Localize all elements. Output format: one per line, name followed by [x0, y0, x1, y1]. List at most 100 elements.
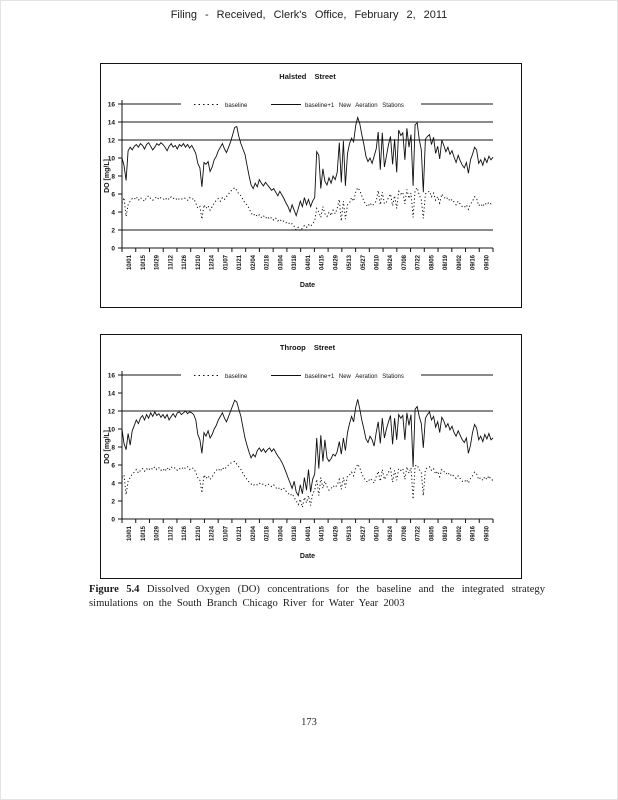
- figure-caption: Figure 5.4 Dissolved Oxygen (DO) concent…: [89, 583, 545, 611]
- svg-text:05/27: 05/27: [361, 525, 367, 541]
- legend: baseline baseline+1 New Aeration Stations: [181, 367, 421, 383]
- svg-text:6: 6: [111, 462, 115, 469]
- svg-text:01/21: 01/21: [237, 254, 243, 270]
- svg-text:02/18: 02/18: [265, 525, 271, 541]
- throop-street-chart: Throop Street 0 2 4 6 8 10 12 14 16 DO [mg/L] 10/01…: [100, 334, 522, 579]
- svg-text:02/18: 02/18: [265, 254, 271, 270]
- svg-text:11/26: 11/26: [182, 254, 188, 269]
- svg-text:01/07: 01/07: [223, 254, 229, 270]
- svg-text:16: 16: [108, 101, 116, 108]
- svg-text:4: 4: [111, 209, 115, 216]
- svg-text:07/08: 07/08: [402, 525, 408, 541]
- figure-caption-text: Dissolved Oxygen (DO) concentrations for…: [89, 584, 545, 609]
- svg-text:2: 2: [111, 227, 115, 234]
- chart-title: Throop Street: [280, 343, 336, 352]
- svg-text:8: 8: [111, 173, 115, 180]
- svg-text:baseline: baseline: [225, 103, 248, 109]
- svg-text:baseline: baseline: [225, 374, 248, 380]
- svg-text:02/04: 02/04: [251, 254, 257, 270]
- x-axis-label: Date: [300, 553, 315, 560]
- svg-text:09/16: 09/16: [471, 525, 477, 541]
- svg-text:12/10: 12/10: [196, 525, 202, 541]
- svg-text:03/18: 03/18: [292, 254, 298, 270]
- axes: [121, 371, 493, 520]
- svg-text:07/22: 07/22: [416, 254, 422, 270]
- svg-text:0: 0: [111, 245, 115, 252]
- svg-text:07/08: 07/08: [402, 254, 408, 270]
- svg-text:05/27: 05/27: [361, 254, 367, 270]
- svg-text:10/01: 10/01: [127, 254, 133, 270]
- svg-text:06/10: 06/10: [375, 254, 381, 270]
- chart-canvas: Halsted Street 0 2 4 6 8 10 12 14 16 DO [mg/L] 10/0…: [104, 72, 494, 289]
- y-axis-ticks: 0 2 4 6 8 10 12 14 16: [108, 101, 122, 252]
- svg-text:03/04: 03/04: [278, 525, 284, 541]
- svg-text:06/24: 06/24: [388, 525, 394, 541]
- axes: [121, 100, 493, 249]
- halsted-street-chart: Halsted Street 0 2 4 6 8 10 12 14 16 DO [mg/L] 10/0…: [100, 63, 522, 308]
- svg-text:08/19: 08/19: [443, 254, 449, 270]
- svg-text:baseline+1 New Aeration Sta: baseline+1 New Aeration Stations: [305, 374, 404, 380]
- svg-text:08/05: 08/05: [429, 525, 435, 541]
- svg-text:2: 2: [111, 498, 115, 505]
- legend: baseline baseline+1 New Aeration Stations: [181, 96, 421, 112]
- svg-text:09/30: 09/30: [484, 254, 490, 270]
- svg-text:08/05: 08/05: [429, 254, 435, 270]
- series-baseline: [121, 186, 494, 232]
- svg-text:12/24: 12/24: [210, 525, 216, 541]
- figure-caption-label: Figure 5.4: [89, 584, 140, 595]
- svg-text:07/22: 07/22: [416, 525, 422, 541]
- y-axis-label: DO [mg/L]: [104, 430, 111, 464]
- svg-text:01/07: 01/07: [223, 525, 229, 541]
- svg-text:16: 16: [108, 372, 116, 379]
- svg-text:04/01: 04/01: [306, 525, 312, 541]
- svg-text:09/02: 09/02: [457, 525, 463, 541]
- svg-text:baseline+1 New Aeration Sta: baseline+1 New Aeration Stations: [305, 103, 404, 109]
- svg-text:10: 10: [108, 426, 116, 433]
- series-baseline-plus-aeration: [121, 399, 494, 497]
- svg-text:05/13: 05/13: [347, 525, 353, 541]
- svg-text:12/24: 12/24: [210, 254, 216, 270]
- svg-text:4: 4: [111, 480, 115, 487]
- svg-text:10/01: 10/01: [127, 525, 133, 541]
- svg-text:10/29: 10/29: [155, 525, 161, 541]
- svg-text:10/15: 10/15: [141, 525, 147, 541]
- svg-text:09/30: 09/30: [484, 525, 490, 541]
- series-baseline: [121, 460, 494, 508]
- svg-text:06/24: 06/24: [388, 254, 394, 270]
- svg-text:14: 14: [108, 390, 116, 397]
- chart-title: Halsted Street: [279, 72, 336, 81]
- svg-text:11/12: 11/12: [168, 525, 174, 540]
- filing-stamp-header: Filing - Received, Clerk's Office, Febru…: [170, 9, 448, 21]
- chart-canvas: Throop Street 0 2 4 6 8 10 12 14 16 DO [mg/L] 10/01…: [104, 343, 494, 560]
- x-axis-ticks: 10/01 10/15 10/29 11/12 11/26 12/10 12/24 01/07…: [121, 248, 494, 270]
- series-baseline-plus-aeration: [121, 115, 494, 218]
- x-axis-ticks: 10/01 10/15 10/29 11/12 11/26 12/10 12/24 01/07…: [121, 519, 494, 541]
- svg-text:0: 0: [111, 516, 115, 523]
- x-axis-label: Date: [300, 282, 315, 289]
- svg-text:10/15: 10/15: [141, 254, 147, 270]
- svg-text:10: 10: [108, 155, 116, 162]
- svg-text:04/29: 04/29: [333, 254, 339, 270]
- svg-text:8: 8: [111, 444, 115, 451]
- svg-text:04/15: 04/15: [320, 525, 326, 541]
- svg-text:12: 12: [108, 137, 116, 144]
- svg-text:09/16: 09/16: [471, 254, 477, 270]
- svg-text:11/26: 11/26: [182, 525, 188, 540]
- svg-text:06/10: 06/10: [375, 525, 381, 541]
- svg-text:11/12: 11/12: [168, 254, 174, 269]
- svg-text:05/13: 05/13: [347, 254, 353, 270]
- svg-text:12: 12: [108, 408, 116, 415]
- svg-text:03/18: 03/18: [292, 525, 298, 541]
- svg-text:02/04: 02/04: [251, 525, 257, 541]
- svg-text:08/19: 08/19: [443, 525, 449, 541]
- y-axis-ticks: 0 2 4 6 8 10 12 14 16: [108, 372, 122, 523]
- svg-text:01/21: 01/21: [237, 525, 243, 541]
- svg-text:09/02: 09/02: [457, 254, 463, 270]
- svg-text:04/15: 04/15: [320, 254, 326, 270]
- svg-text:14: 14: [108, 119, 116, 126]
- y-axis-label: DO [mg/L]: [104, 159, 111, 193]
- svg-text:04/01: 04/01: [306, 254, 312, 270]
- svg-text:12/10: 12/10: [196, 254, 202, 270]
- page-number: 173: [301, 717, 317, 728]
